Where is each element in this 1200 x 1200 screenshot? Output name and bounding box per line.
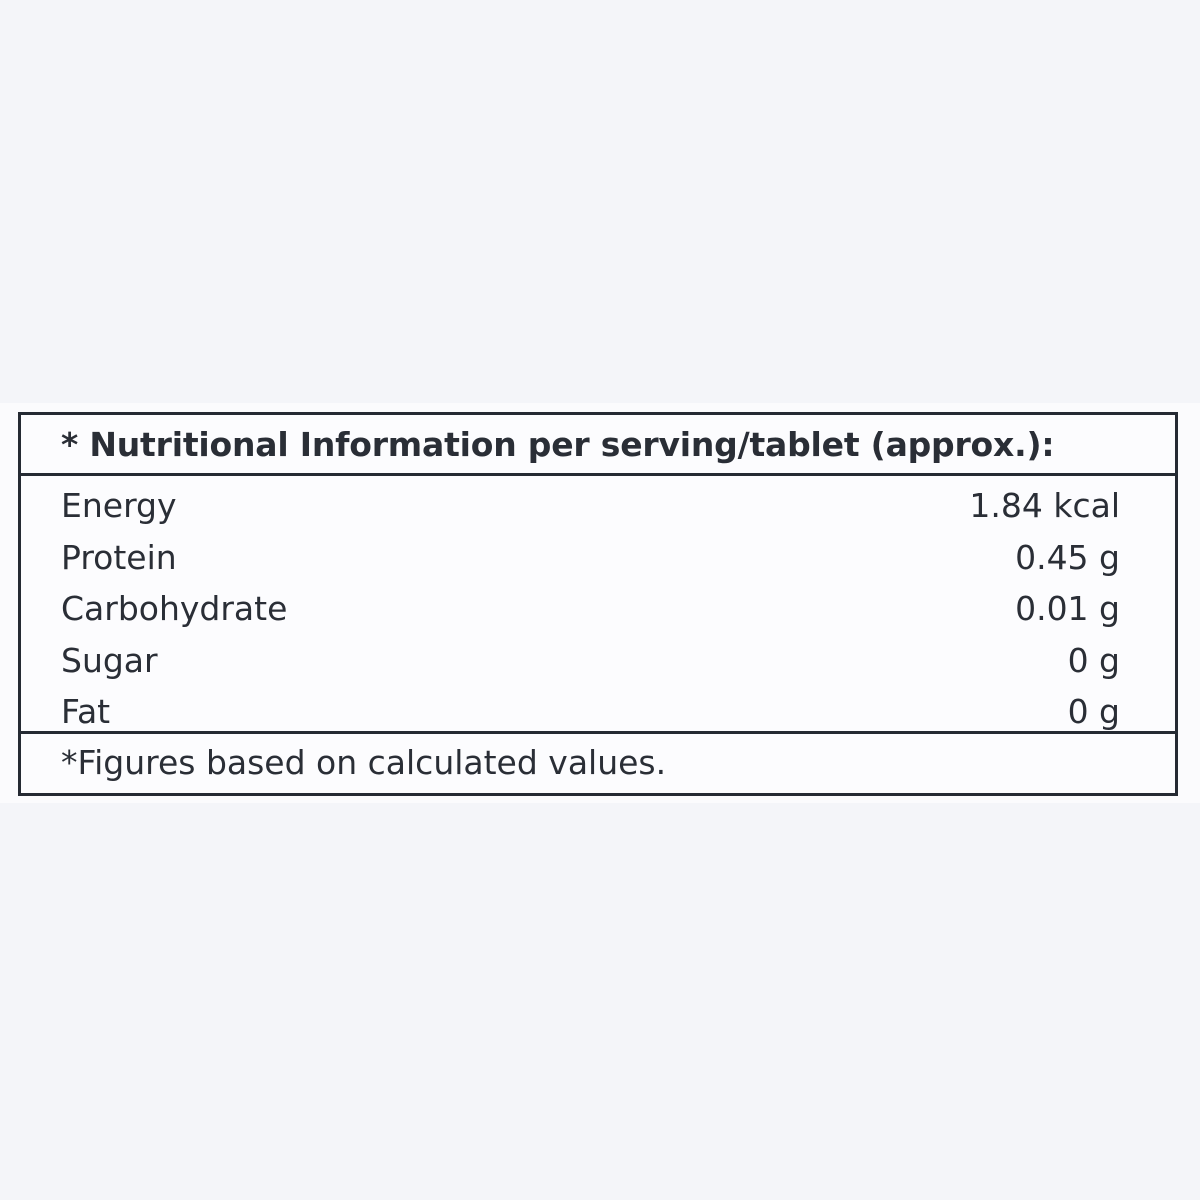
nutrient-row-fat: Fat 0 g: [21, 686, 1175, 738]
nutrient-value: 0.45 g: [1015, 537, 1120, 577]
nutrient-value: 0 g: [1067, 692, 1120, 732]
footnote-text: *Figures based on calculated values.: [61, 743, 667, 782]
footnote: *Figures based on calculated values.: [21, 734, 1175, 791]
nutrient-name: Fat: [61, 692, 111, 732]
nutrient-name: Carbohydrate: [61, 589, 288, 629]
nutrient-name: Sugar: [61, 640, 158, 680]
nutrient-value: 0.01 g: [1015, 589, 1120, 629]
nutrient-value: 1.84 kcal: [969, 486, 1120, 526]
nutrient-name: Energy: [61, 486, 177, 526]
nutrient-row-energy: Energy 1.84 kcal: [21, 480, 1175, 532]
table-title: * Nutritional Information per serving/ta…: [61, 424, 1055, 464]
nutrition-facts-table: * Nutritional Information per serving/ta…: [18, 412, 1178, 796]
nutrient-row-carbohydrate: Carbohydrate 0.01 g: [21, 583, 1175, 635]
table-header: * Nutritional Information per serving/ta…: [21, 415, 1175, 476]
nutrient-row-protein: Protein 0.45 g: [21, 532, 1175, 584]
nutrient-row-sugar: Sugar 0 g: [21, 635, 1175, 687]
nutrient-value: 0 g: [1067, 640, 1120, 680]
nutrient-name: Protein: [61, 537, 177, 577]
nutrient-rows: Energy 1.84 kcal Protein 0.45 g Carbohyd…: [21, 476, 1175, 734]
